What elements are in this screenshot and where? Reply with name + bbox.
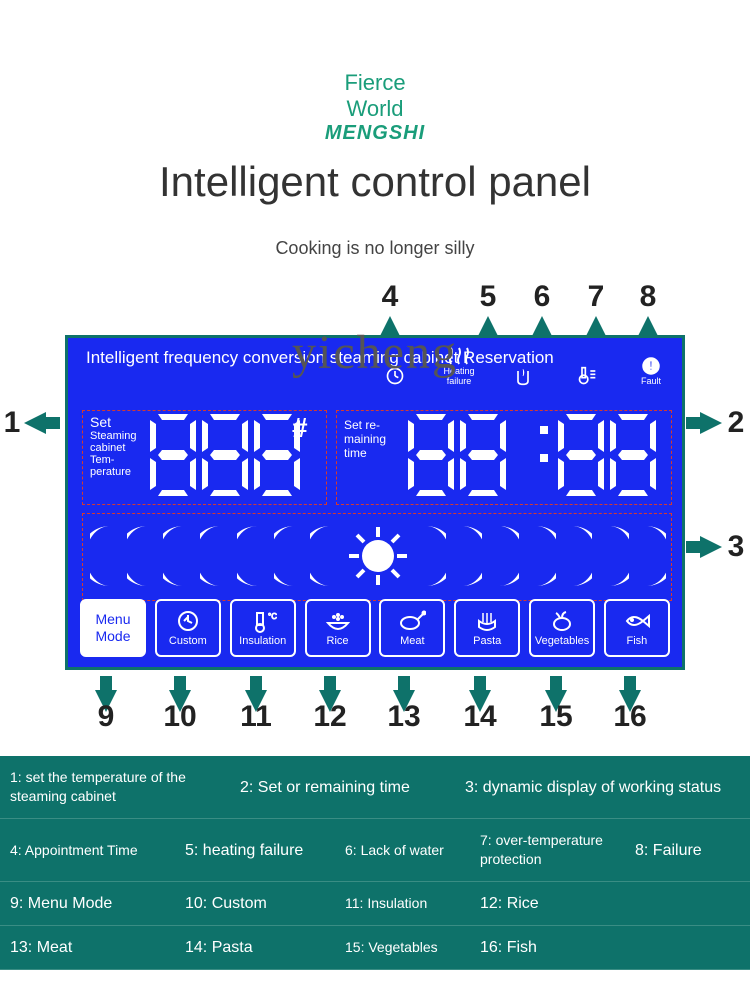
legend-cell: 1: set the temperature of the steaming c…	[0, 756, 230, 818]
legend-cell: 5: heating failure	[175, 819, 335, 881]
legend-cell: 15: Vegetables	[335, 926, 470, 969]
arrow-1	[24, 412, 46, 434]
legend-table: 1: set the temperature of the steaming c…	[0, 756, 750, 970]
control-panel: Intelligent frequency conversion steamin…	[65, 335, 685, 670]
legend-cell: 6: Lack of water	[335, 819, 470, 881]
custom-label: Custom	[169, 635, 207, 647]
progress-display	[90, 516, 666, 596]
label-13: 13	[380, 700, 428, 734]
fish-label: Fish	[627, 635, 648, 647]
fish-button[interactable]: Fish	[604, 599, 670, 657]
watermark: yicheng	[0, 325, 750, 380]
brand-logo: MENGSHI	[0, 122, 750, 145]
label-14: 14	[456, 700, 504, 734]
label-10: 10	[156, 700, 204, 734]
page-subtitle: Cooking is no longer silly	[0, 238, 750, 259]
rice-button[interactable]: Rice	[305, 599, 371, 657]
arrow-3	[700, 536, 722, 558]
legend-cell: 16: Fish	[470, 926, 750, 969]
legend-cell: 14: Pasta	[175, 926, 335, 969]
label-8: 8	[630, 280, 666, 314]
label-4: 4	[372, 280, 408, 314]
set-temp-label: Set Steaming cabinet Tem- perature	[90, 416, 140, 478]
pasta-label: Pasta	[473, 635, 501, 647]
menu-button-row: MenuMode Custom °C Insulation Rice Meat …	[80, 599, 670, 657]
hash-symbol: #	[292, 412, 308, 444]
label-15: 15	[532, 700, 580, 734]
legend-cell: 10: Custom	[175, 882, 335, 925]
insulation-button[interactable]: °C Insulation	[230, 599, 296, 657]
time-digits-2	[558, 414, 656, 496]
svg-text:°C: °C	[268, 612, 277, 621]
set-time-label: Set re- maining time	[344, 418, 400, 460]
label-7: 7	[578, 280, 614, 314]
temp-digits	[150, 414, 300, 496]
time-colon	[540, 426, 550, 462]
page-title: Intelligent control panel	[0, 158, 750, 206]
menu-button[interactable]: MenuMode	[80, 599, 146, 657]
insulation-label: Insulation	[239, 635, 286, 647]
time-digits-1	[408, 414, 506, 496]
label-1: 1	[0, 406, 24, 440]
legend-cell: 13: Meat	[0, 926, 175, 969]
pasta-button[interactable]: Pasta	[454, 599, 520, 657]
legend-cell: 12: Rice	[470, 882, 750, 925]
label-9: 9	[82, 700, 130, 734]
legend-cell: 11: Insulation	[335, 882, 470, 925]
vegetables-button[interactable]: Vegetables	[529, 599, 595, 657]
label-3: 3	[724, 530, 748, 564]
legend-cell: 7: over-temperature protection	[470, 819, 625, 881]
label-2: 2	[724, 406, 748, 440]
legend-cell: 9: Menu Mode	[0, 882, 175, 925]
meat-label: Meat	[400, 635, 424, 647]
brand-line1: Fierce	[0, 70, 750, 96]
label-12: 12	[306, 700, 354, 734]
legend-cell: 8: Failure	[625, 819, 750, 881]
legend-row: 13: Meat14: Pasta15: Vegetables16: Fish	[0, 926, 750, 970]
legend-row: 9: Menu Mode10: Custom11: Insulation12: …	[0, 882, 750, 926]
legend-cell: 2: Set or remaining time	[230, 756, 455, 818]
label-11: 11	[232, 700, 280, 734]
custom-button[interactable]: Custom	[155, 599, 221, 657]
meat-button[interactable]: Meat	[379, 599, 445, 657]
brand-line2: World	[0, 96, 750, 122]
rice-label: Rice	[327, 635, 349, 647]
label-6: 6	[524, 280, 560, 314]
vegetables-label: Vegetables	[535, 635, 589, 647]
legend-row: 4: Appointment Time5: heating failure6: …	[0, 819, 750, 882]
legend-cell: 4: Appointment Time	[0, 819, 175, 881]
label-16: 16	[606, 700, 654, 734]
brand-block: Fierce World MENGSHI	[0, 70, 750, 145]
legend-row: 1: set the temperature of the steaming c…	[0, 756, 750, 819]
arrow-2	[700, 412, 722, 434]
label-5: 5	[470, 280, 506, 314]
legend-cell: 3: dynamic display of working status	[455, 756, 750, 818]
sun-icon	[347, 525, 409, 587]
